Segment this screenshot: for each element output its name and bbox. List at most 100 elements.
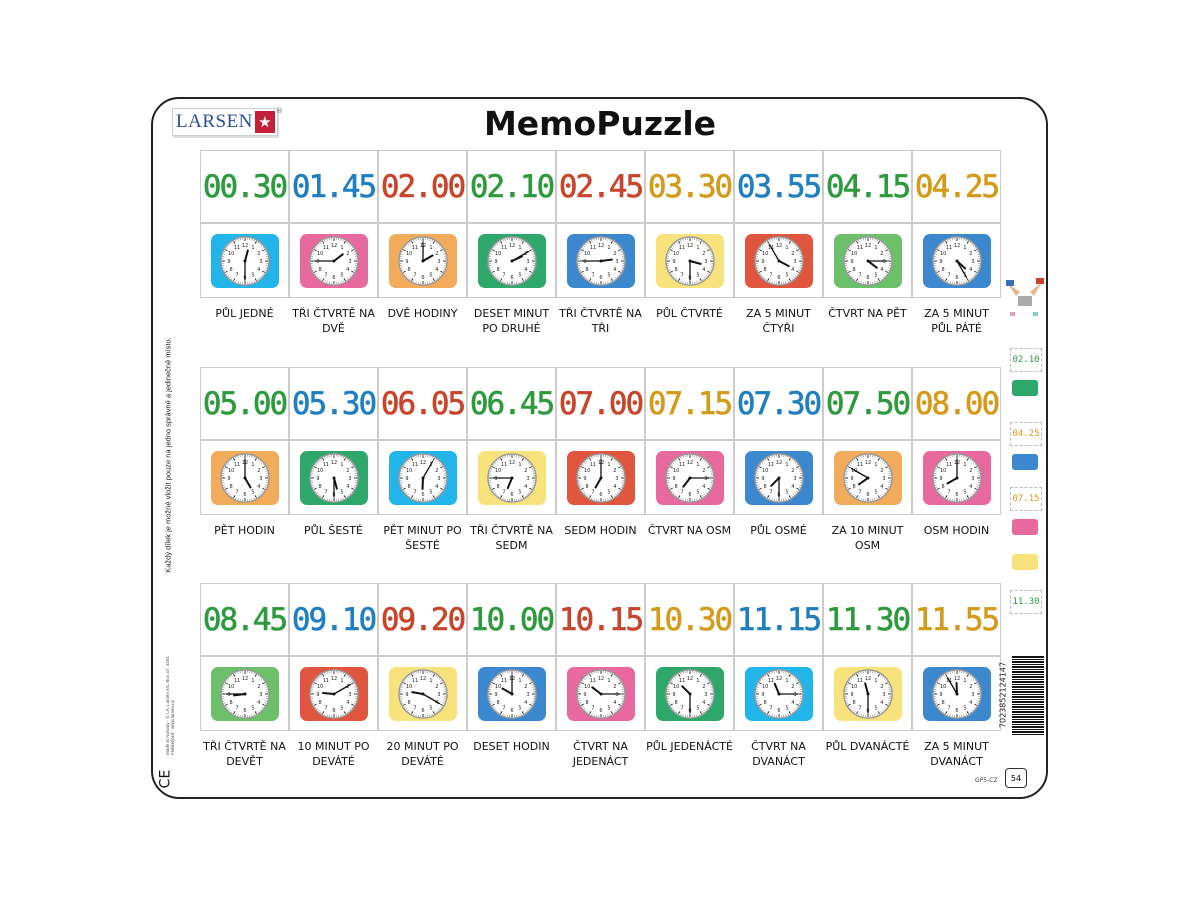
digital-time-tile[interactable]: 03.30 xyxy=(645,150,734,223)
digital-time-tile[interactable]: 11.55 xyxy=(912,583,1001,656)
svg-text:8: 8 xyxy=(763,266,766,272)
digital-time-tile[interactable]: 08.00 xyxy=(912,367,1001,440)
svg-text:8: 8 xyxy=(496,699,499,705)
svg-text:8: 8 xyxy=(585,266,588,272)
svg-text:3: 3 xyxy=(259,691,262,697)
svg-text:5: 5 xyxy=(340,272,343,278)
time-label: ČTVRT NA DVANÁCT xyxy=(751,740,806,768)
digital-time-tile[interactable]: 10.15 xyxy=(556,583,645,656)
svg-text:3: 3 xyxy=(882,258,885,264)
digital-time-tile[interactable]: 06.45 xyxy=(467,367,556,440)
svg-text:9: 9 xyxy=(494,258,497,264)
svg-text:1: 1 xyxy=(963,461,966,467)
svg-text:3: 3 xyxy=(793,475,796,481)
digital-time-tile[interactable]: 07.50 xyxy=(823,367,912,440)
digital-time-tile[interactable]: 09.10 xyxy=(289,583,378,656)
svg-text:7: 7 xyxy=(591,489,594,495)
svg-text:5: 5 xyxy=(429,272,432,278)
svg-text:11: 11 xyxy=(500,677,506,683)
svg-text:7: 7 xyxy=(502,272,505,278)
digital-time-tile[interactable]: 05.30 xyxy=(289,367,378,440)
svg-text:4: 4 xyxy=(435,483,438,489)
digital-time-tile[interactable]: 07.00 xyxy=(556,367,645,440)
svg-text:7: 7 xyxy=(769,272,772,278)
digital-time-tile[interactable]: 07.15 xyxy=(645,367,734,440)
svg-text:6: 6 xyxy=(599,491,602,497)
time-label: ZA 5 MINUT DVANÁCT xyxy=(924,740,989,768)
svg-text:9: 9 xyxy=(316,691,319,697)
svg-text:5: 5 xyxy=(607,489,610,495)
digital-time-tile[interactable]: 05.00 xyxy=(200,367,289,440)
logo-text: LARSEN xyxy=(176,111,253,132)
digital-time-tile[interactable]: 01.45 xyxy=(289,150,378,223)
svg-text:2: 2 xyxy=(880,467,883,473)
svg-text:7: 7 xyxy=(324,272,327,278)
example-time-piece: 04.25 xyxy=(1010,422,1042,446)
svg-text:9: 9 xyxy=(494,691,497,697)
svg-text:8: 8 xyxy=(229,266,232,272)
svg-text:8: 8 xyxy=(318,699,321,705)
svg-text:3: 3 xyxy=(526,475,529,481)
digital-time-tile[interactable]: 06.05 xyxy=(378,367,467,440)
digital-time-tile[interactable]: 02.45 xyxy=(556,150,645,223)
digital-time-tile[interactable]: 04.25 xyxy=(912,150,1001,223)
digital-time-tile[interactable]: 10.00 xyxy=(467,583,556,656)
svg-text:5: 5 xyxy=(696,272,699,278)
svg-text:6: 6 xyxy=(421,491,424,497)
digital-time-tile[interactable]: 00.30 xyxy=(200,150,289,223)
svg-text:1: 1 xyxy=(340,461,343,467)
svg-text:8: 8 xyxy=(585,699,588,705)
digital-time-tile[interactable]: 11.15 xyxy=(734,583,823,656)
digital-time-tile[interactable]: 11.30 xyxy=(823,583,912,656)
svg-text:12: 12 xyxy=(686,675,692,681)
svg-text:5: 5 xyxy=(518,705,521,711)
svg-text:1: 1 xyxy=(785,244,788,250)
digital-time-tile[interactable]: 02.10 xyxy=(467,150,556,223)
digital-time-tile[interactable]: 04.15 xyxy=(823,150,912,223)
svg-text:6: 6 xyxy=(688,491,691,497)
example-clock-icon xyxy=(1012,454,1038,470)
digital-time-tile[interactable]: 07.30 xyxy=(734,367,823,440)
svg-text:11: 11 xyxy=(411,461,417,467)
digital-time-tile[interactable]: 03.55 xyxy=(734,150,823,223)
svg-text:9: 9 xyxy=(227,691,230,697)
digital-time-tile[interactable]: 08.45 xyxy=(200,583,289,656)
svg-text:4: 4 xyxy=(346,483,349,489)
svg-text:2: 2 xyxy=(257,467,260,473)
digital-time-tile[interactable]: 02.00 xyxy=(378,150,467,223)
svg-text:7: 7 xyxy=(235,272,238,278)
svg-text:1: 1 xyxy=(785,677,788,683)
svg-text:8: 8 xyxy=(407,699,410,705)
digital-time-tile[interactable]: 10.30 xyxy=(645,583,734,656)
digital-time-tile[interactable]: 09.20 xyxy=(378,583,467,656)
